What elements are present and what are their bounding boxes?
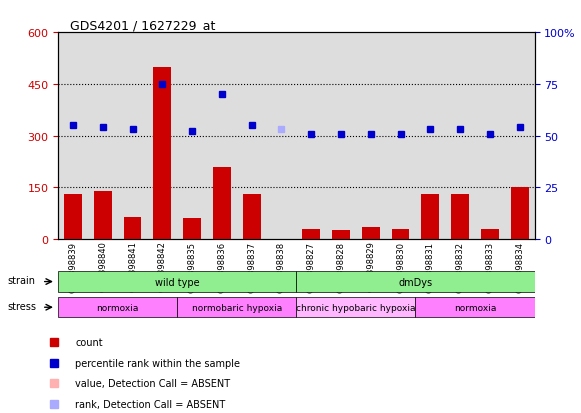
- Text: normobaric hypoxia: normobaric hypoxia: [192, 303, 282, 312]
- Bar: [451, 195, 469, 240]
- Text: value, Detection Call = ABSENT: value, Detection Call = ABSENT: [76, 379, 230, 389]
- Bar: [421, 195, 439, 240]
- Bar: [213, 167, 231, 240]
- Text: normoxia: normoxia: [96, 303, 139, 312]
- Bar: [511, 188, 529, 240]
- Text: count: count: [76, 337, 103, 347]
- Text: strain: strain: [7, 276, 35, 286]
- Text: wild type: wild type: [155, 277, 199, 287]
- FancyBboxPatch shape: [415, 297, 535, 318]
- Text: percentile rank within the sample: percentile rank within the sample: [76, 358, 240, 368]
- Bar: [481, 229, 498, 240]
- FancyBboxPatch shape: [58, 272, 296, 292]
- Text: stress: stress: [7, 301, 36, 311]
- Text: rank, Detection Call = ABSENT: rank, Detection Call = ABSENT: [76, 399, 225, 409]
- Bar: [64, 195, 82, 240]
- Bar: [392, 229, 410, 240]
- FancyBboxPatch shape: [296, 297, 415, 318]
- Bar: [332, 231, 350, 240]
- Bar: [302, 229, 320, 240]
- Text: dmDys: dmDys: [399, 277, 432, 287]
- Bar: [243, 195, 260, 240]
- Text: GDS4201 / 1627229_at: GDS4201 / 1627229_at: [70, 19, 215, 31]
- Bar: [153, 67, 171, 240]
- Bar: [362, 228, 379, 240]
- Bar: [124, 217, 141, 240]
- FancyBboxPatch shape: [296, 272, 535, 292]
- Bar: [94, 191, 112, 240]
- Text: normoxia: normoxia: [454, 303, 496, 312]
- Bar: [183, 219, 201, 240]
- Text: chronic hypobaric hypoxia: chronic hypobaric hypoxia: [296, 303, 415, 312]
- FancyBboxPatch shape: [58, 297, 177, 318]
- FancyBboxPatch shape: [177, 297, 296, 318]
